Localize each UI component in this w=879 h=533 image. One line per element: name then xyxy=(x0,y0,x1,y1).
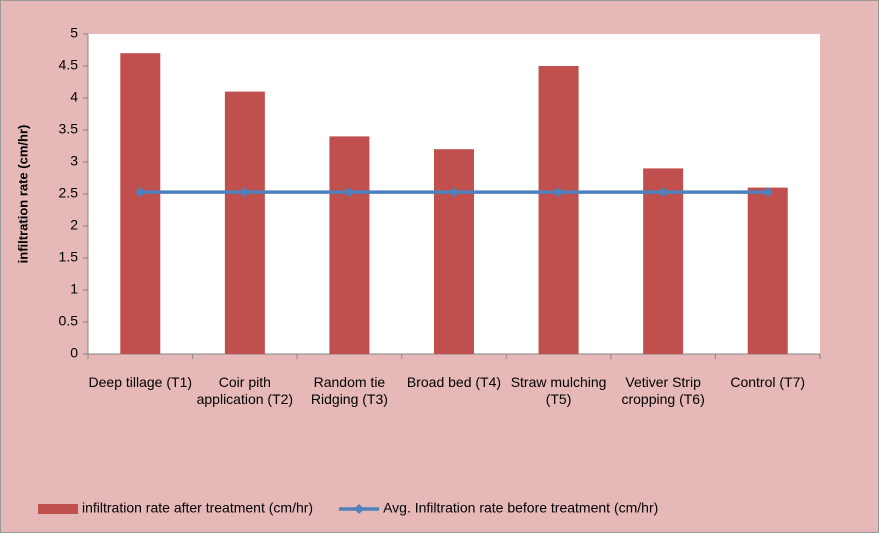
x-tick-label: Control (T7) xyxy=(730,374,806,390)
line-marker xyxy=(553,187,564,198)
bar xyxy=(120,53,161,354)
line-marker xyxy=(135,187,146,198)
bar xyxy=(434,149,474,354)
y-tick-label: 0.5 xyxy=(59,313,79,329)
x-tick-label: Straw mulching (T5) xyxy=(510,374,607,407)
y-tick-label: 2 xyxy=(70,217,78,233)
y-tick-label: 3.5 xyxy=(59,121,79,137)
line-marker xyxy=(449,187,459,198)
y-tick-label: 1 xyxy=(70,281,78,297)
x-tick-label: Deep tillage (T1) xyxy=(88,374,193,390)
x-tick-label: Vetiver Strip cropping (T6) xyxy=(621,374,705,407)
legend-label: infiltration rate after treatment (cm/hr… xyxy=(82,500,313,516)
line-marker xyxy=(344,187,355,198)
y-tick-label: 3 xyxy=(70,153,78,169)
y-axis-label: infiltration rate (cm/hr) xyxy=(15,125,30,264)
bar xyxy=(643,168,684,354)
y-tick-label: 2.5 xyxy=(59,185,79,201)
x-tick-label: Random tie Ridging (T3) xyxy=(310,374,388,407)
y-tick-label: 0 xyxy=(70,345,78,361)
y-tick-label: 4.5 xyxy=(59,57,79,73)
bar xyxy=(747,187,788,354)
y-tick-label: 5 xyxy=(70,25,78,41)
x-tick-label: Coir pith application (T2) xyxy=(196,374,294,407)
legend-swatch-marker xyxy=(354,504,365,514)
bar xyxy=(224,91,265,354)
line-marker xyxy=(239,187,250,198)
y-tick-label: 4 xyxy=(70,89,78,105)
line-marker xyxy=(658,187,669,198)
bar xyxy=(538,66,579,354)
bar xyxy=(329,136,370,354)
y-tick-label: 1.5 xyxy=(59,249,79,265)
line-marker xyxy=(762,187,773,198)
legend-swatch xyxy=(38,504,78,514)
legend-label: Avg. Infiltration rate before treatment … xyxy=(383,500,658,516)
x-tick-label: Broad bed (T4) xyxy=(406,374,502,390)
